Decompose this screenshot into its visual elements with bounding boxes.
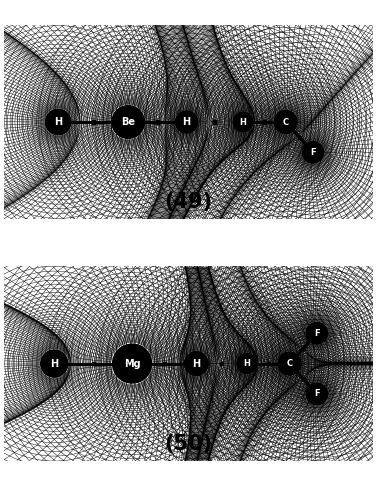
Circle shape: [112, 106, 144, 139]
Circle shape: [45, 109, 71, 135]
Bar: [302, 347, 305, 350]
Bar: [213, 120, 216, 124]
Text: H: H: [50, 358, 58, 369]
Circle shape: [278, 352, 301, 375]
Text: (49): (49): [164, 192, 213, 212]
Text: H: H: [192, 358, 200, 369]
Circle shape: [175, 111, 198, 133]
Circle shape: [302, 141, 324, 163]
Text: Mg: Mg: [124, 358, 140, 369]
Bar: [220, 362, 223, 365]
Text: H: H: [244, 359, 250, 368]
Text: Be: Be: [121, 117, 135, 127]
Bar: [267, 362, 270, 365]
Text: H: H: [239, 117, 247, 127]
Circle shape: [113, 344, 152, 383]
Text: (50): (50): [164, 434, 213, 454]
Bar: [92, 120, 95, 124]
Circle shape: [41, 350, 68, 377]
Circle shape: [237, 353, 257, 374]
Bar: [162, 362, 166, 365]
Bar: [263, 120, 266, 124]
Circle shape: [233, 112, 253, 132]
Circle shape: [306, 383, 328, 405]
Circle shape: [274, 110, 297, 134]
Bar: [302, 377, 305, 380]
Bar: [298, 136, 301, 139]
Bar: [156, 120, 159, 124]
Text: C: C: [287, 359, 293, 368]
Text: C: C: [283, 117, 289, 127]
Circle shape: [184, 352, 208, 376]
Circle shape: [306, 322, 328, 344]
Text: F: F: [314, 329, 320, 338]
Text: H: H: [182, 117, 191, 127]
Bar: [92, 362, 95, 365]
Text: H: H: [54, 117, 62, 127]
Text: F: F: [310, 148, 316, 157]
Text: F: F: [314, 389, 320, 398]
